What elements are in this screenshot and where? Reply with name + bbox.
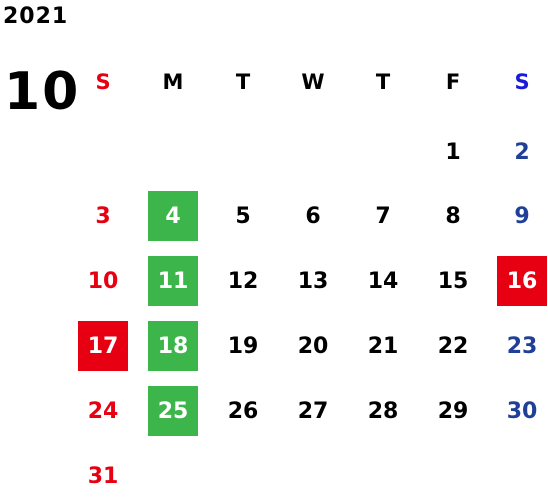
day-cell-6: 6: [305, 203, 321, 229]
day-cell-10: 10: [87, 268, 119, 294]
weekday-header-sunday: S: [95, 70, 111, 94]
day-cell-29: 29: [437, 398, 469, 424]
day-cell-4: 4: [148, 191, 198, 241]
month-number: 10: [4, 62, 81, 122]
day-cell-12: 12: [227, 268, 259, 294]
day-cell-15: 15: [437, 268, 469, 294]
day-cell-26: 26: [227, 398, 259, 424]
day-cell-24: 24: [87, 398, 119, 424]
day-cell-18: 18: [148, 321, 198, 371]
year-label: 2021: [3, 4, 69, 29]
day-cell-9: 9: [514, 203, 530, 229]
day-cell-28: 28: [367, 398, 399, 424]
day-cell-3: 3: [95, 203, 111, 229]
day-cell-7: 7: [375, 203, 391, 229]
weekday-header-friday: F: [445, 70, 461, 94]
weekday-header-wednesday: W: [301, 70, 325, 94]
day-cell-30: 30: [506, 398, 538, 424]
day-cell-1: 1: [445, 139, 461, 165]
day-cell-23: 23: [506, 333, 538, 359]
day-cell-2: 2: [514, 139, 530, 165]
day-cell-19: 19: [227, 333, 259, 359]
day-cell-16: 16: [497, 256, 547, 306]
weekday-header-tuesday: T: [235, 70, 251, 94]
day-cell-8: 8: [445, 203, 461, 229]
day-cell-14: 14: [367, 268, 399, 294]
day-cell-27: 27: [297, 398, 329, 424]
weekday-header-monday: M: [162, 70, 184, 94]
weekday-header-saturday: S: [514, 70, 530, 94]
day-cell-21: 21: [367, 333, 399, 359]
weekday-header-thursday: T: [375, 70, 391, 94]
day-cell-5: 5: [235, 203, 251, 229]
day-cell-31: 31: [87, 463, 119, 489]
day-cell-22: 22: [437, 333, 469, 359]
day-cell-11: 11: [148, 256, 198, 306]
day-cell-20: 20: [297, 333, 329, 359]
day-cell-13: 13: [297, 268, 329, 294]
day-cell-17: 17: [78, 321, 128, 371]
day-cell-25: 25: [148, 386, 198, 436]
